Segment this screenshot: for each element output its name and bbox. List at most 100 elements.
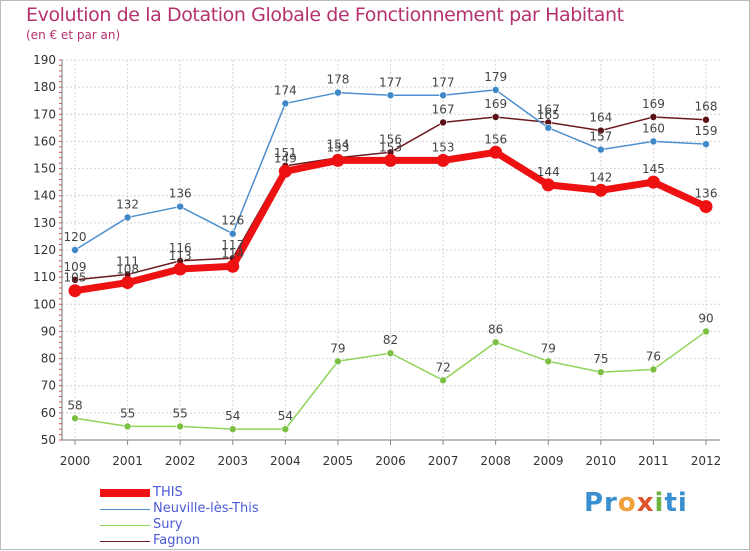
data-label-neuville: 178	[326, 73, 349, 87]
data-label-this: 153	[379, 140, 402, 154]
data-label-neuville: 120	[64, 230, 87, 244]
data-point-neuville	[123, 213, 132, 222]
data-point-neuville	[649, 137, 658, 146]
data-point-this	[489, 145, 503, 159]
data-label-neuville: 136	[169, 187, 192, 201]
data-point-this	[699, 200, 713, 214]
legend-label-neuville: Neuville-lès-This	[153, 501, 259, 516]
data-point-neuville	[544, 124, 553, 132]
y-tick-label: 180	[33, 80, 56, 94]
data-point-this	[541, 178, 555, 192]
data-point-this	[331, 153, 345, 167]
legend-swatch-fagnon	[100, 541, 150, 542]
data-label-fagnon: 116	[169, 241, 192, 255]
data-point-fagnon	[649, 113, 658, 121]
data-label-this: 156	[484, 132, 507, 146]
data-point-fagnon	[71, 276, 79, 284]
data-label-sury: 76	[646, 349, 661, 363]
data-point-sury	[71, 414, 79, 423]
data-point-fagnon	[702, 115, 710, 124]
data-label-this: 114	[221, 246, 244, 260]
data-point-fagnon	[491, 113, 500, 121]
data-label-this: 153	[326, 140, 349, 154]
legend-label-sury: Sury	[153, 517, 183, 532]
data-point-sury	[702, 327, 710, 336]
x-tick-label: 2000	[60, 454, 91, 468]
data-label-neuville: 132	[116, 197, 139, 211]
x-tick-label: 2005	[323, 454, 354, 468]
data-point-fagnon	[597, 126, 605, 135]
legend-label-fagnon: Fagnon	[153, 533, 200, 548]
data-label-this: 105	[64, 271, 87, 285]
x-tick-label: 2006	[375, 454, 406, 468]
y-tick-label: 190	[33, 53, 56, 67]
data-label-fagnon: 117	[221, 238, 244, 252]
data-label-neuville: 174	[274, 83, 297, 97]
data-label-fagnon: 156	[379, 132, 402, 146]
data-point-sury	[649, 365, 658, 374]
x-tick-label: 2003	[217, 454, 248, 468]
data-label-neuville: 157	[589, 130, 612, 144]
data-point-this	[646, 175, 660, 189]
data-label-neuville: 126	[221, 214, 244, 228]
x-tick-label: 2008	[480, 454, 511, 468]
data-point-neuville	[71, 246, 79, 254]
x-tick-label: 2010	[586, 454, 617, 468]
data-label-fagnon: 167	[537, 102, 560, 116]
proxiti-logo: Proxiti	[584, 488, 688, 518]
data-label-this: 145	[642, 162, 665, 176]
data-label-sury: 55	[120, 406, 135, 420]
legend-label-this: THIS	[153, 485, 183, 500]
data-point-neuville	[597, 145, 605, 154]
data-label-sury: 54	[225, 409, 240, 423]
data-label-this: 113	[169, 249, 192, 263]
data-point-sury	[176, 422, 184, 431]
data-point-neuville	[491, 86, 500, 94]
data-label-sury: 55	[173, 406, 188, 420]
legend-swatch-this	[100, 489, 150, 497]
data-label-sury: 72	[435, 360, 450, 374]
data-label-this: 149	[274, 151, 297, 165]
y-tick-label: 120	[33, 243, 56, 257]
chart-title: Evolution de la Dotation Globale de Fonc…	[26, 4, 624, 26]
data-label-sury: 90	[698, 311, 713, 325]
x-tick-label: 2011	[638, 454, 669, 468]
y-tick-label: 110	[33, 270, 56, 284]
legend-swatch-sury	[100, 525, 150, 526]
data-point-neuville	[386, 91, 395, 100]
y-tick-label: 140	[33, 189, 56, 203]
data-label-fagnon: 167	[432, 102, 455, 116]
data-label-sury: 82	[383, 333, 398, 347]
y-tick-label: 60	[41, 406, 56, 420]
y-tick-label: 100	[33, 297, 56, 311]
data-point-this	[278, 164, 292, 178]
data-label-sury: 79	[330, 341, 345, 355]
data-label-this: 108	[116, 263, 139, 277]
data-label-fagnon: 111	[116, 254, 139, 268]
data-label-this: 136	[695, 187, 718, 201]
data-label-neuville: 177	[432, 75, 455, 89]
data-point-sury	[228, 425, 237, 433]
data-label-this: 142	[589, 170, 612, 184]
y-tick-label: 50	[41, 433, 56, 447]
y-tick-label: 70	[41, 379, 56, 393]
data-label-neuville: 179	[484, 70, 507, 84]
data-label-sury: 86	[488, 322, 503, 336]
data-label-sury: 75	[593, 352, 608, 366]
data-point-sury	[439, 376, 447, 385]
data-label-this: 144	[537, 165, 560, 179]
data-point-this	[436, 153, 450, 167]
data-point-neuville	[439, 91, 447, 100]
x-tick-label: 2009	[533, 454, 564, 468]
data-label-sury: 79	[541, 341, 556, 355]
data-label-neuville: 159	[695, 124, 718, 138]
x-tick-label: 2004	[270, 454, 301, 468]
data-label-neuville: 160	[642, 121, 665, 135]
y-tick-label: 150	[33, 162, 56, 176]
data-point-this	[121, 276, 135, 290]
data-point-sury	[386, 349, 395, 357]
x-tick-label: 2002	[165, 454, 196, 468]
x-tick-label: 2012	[691, 454, 722, 468]
data-label-fagnon: 154	[326, 138, 349, 152]
